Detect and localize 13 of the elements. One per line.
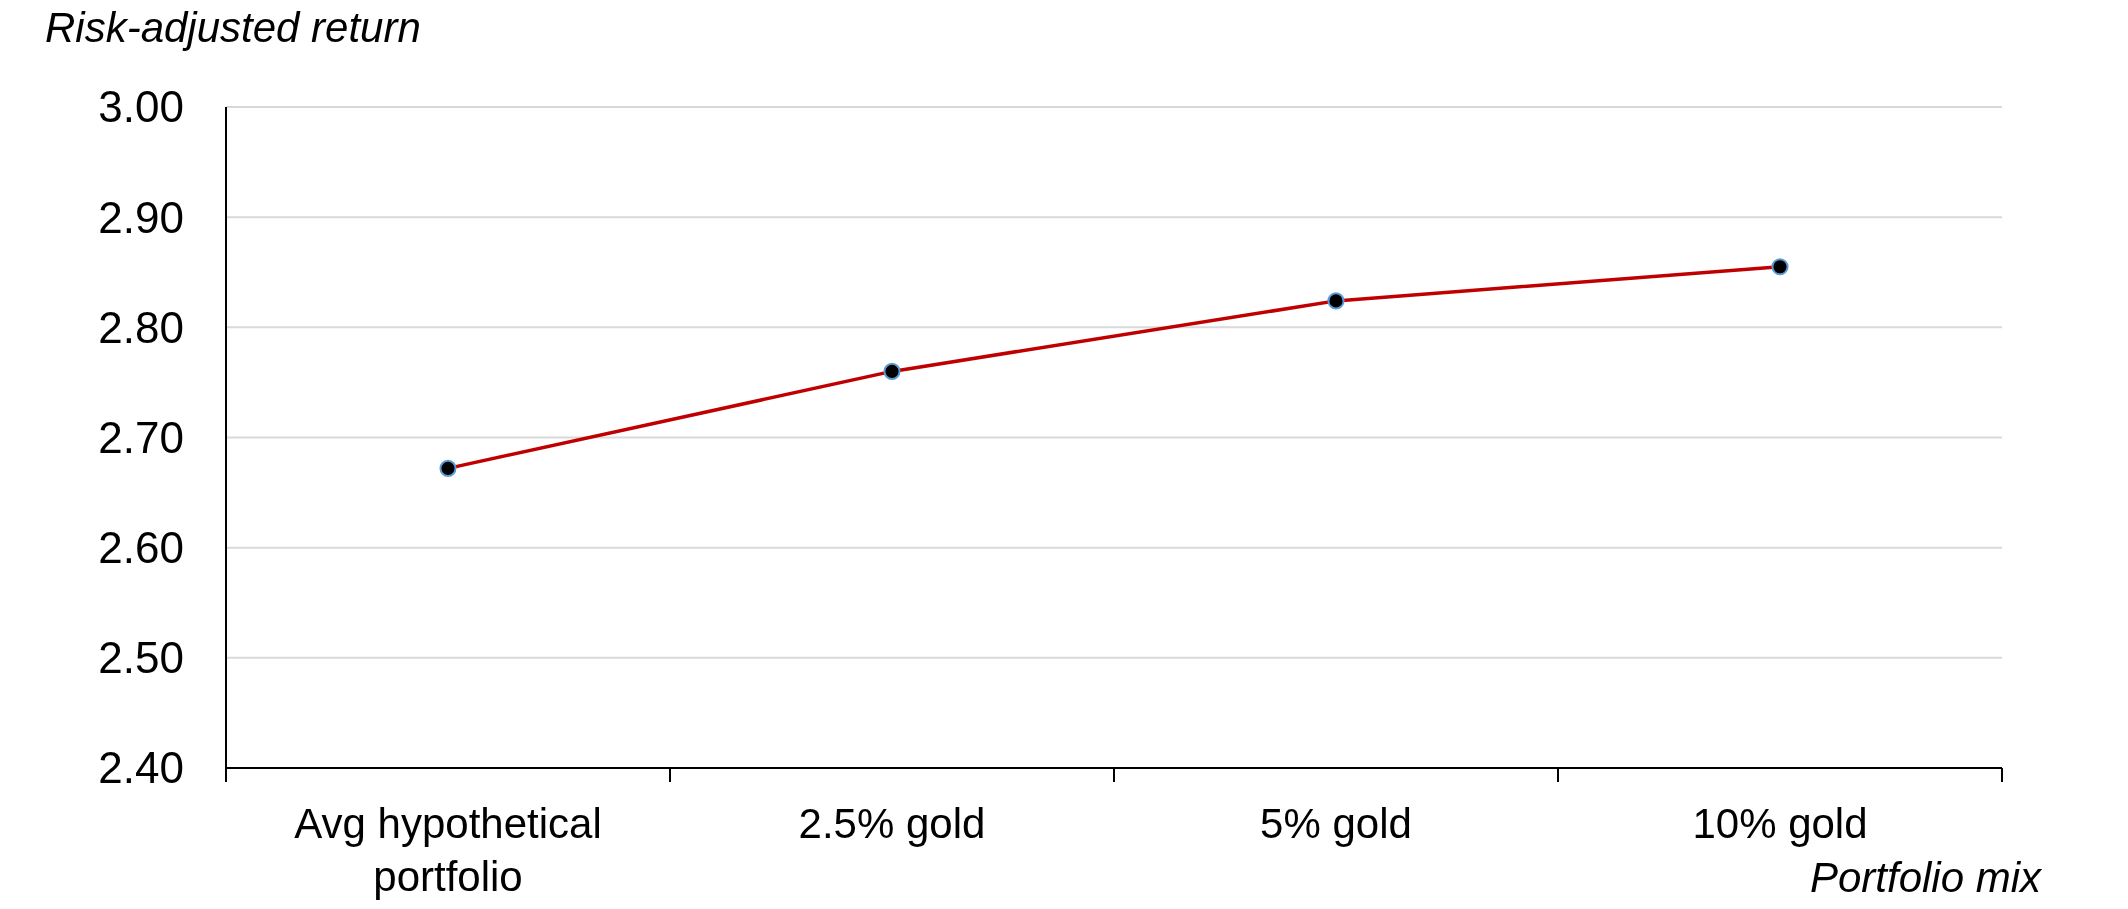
x-tick-label: 10% gold <box>1692 800 1868 847</box>
x-tick-label: Avg hypothetical portfolio <box>294 800 602 900</box>
x-axis-title: Portfolio mix <box>1809 854 2043 901</box>
y-tick-label: 3.00 <box>98 82 184 132</box>
y-tick-label: 2.80 <box>98 302 184 352</box>
y-tick-label: 2.90 <box>98 192 184 242</box>
y-tick-label: 2.50 <box>98 633 184 683</box>
x-tick-label: 5% gold <box>1260 800 1412 847</box>
y-axis-title: Risk-adjusted return <box>45 4 421 51</box>
y-tick-label: 2.70 <box>98 412 184 462</box>
y-tick-label: 2.60 <box>98 523 184 573</box>
x-tick-label: 2.5% gold <box>798 800 986 847</box>
y-tick-label: 2.40 <box>98 743 184 793</box>
